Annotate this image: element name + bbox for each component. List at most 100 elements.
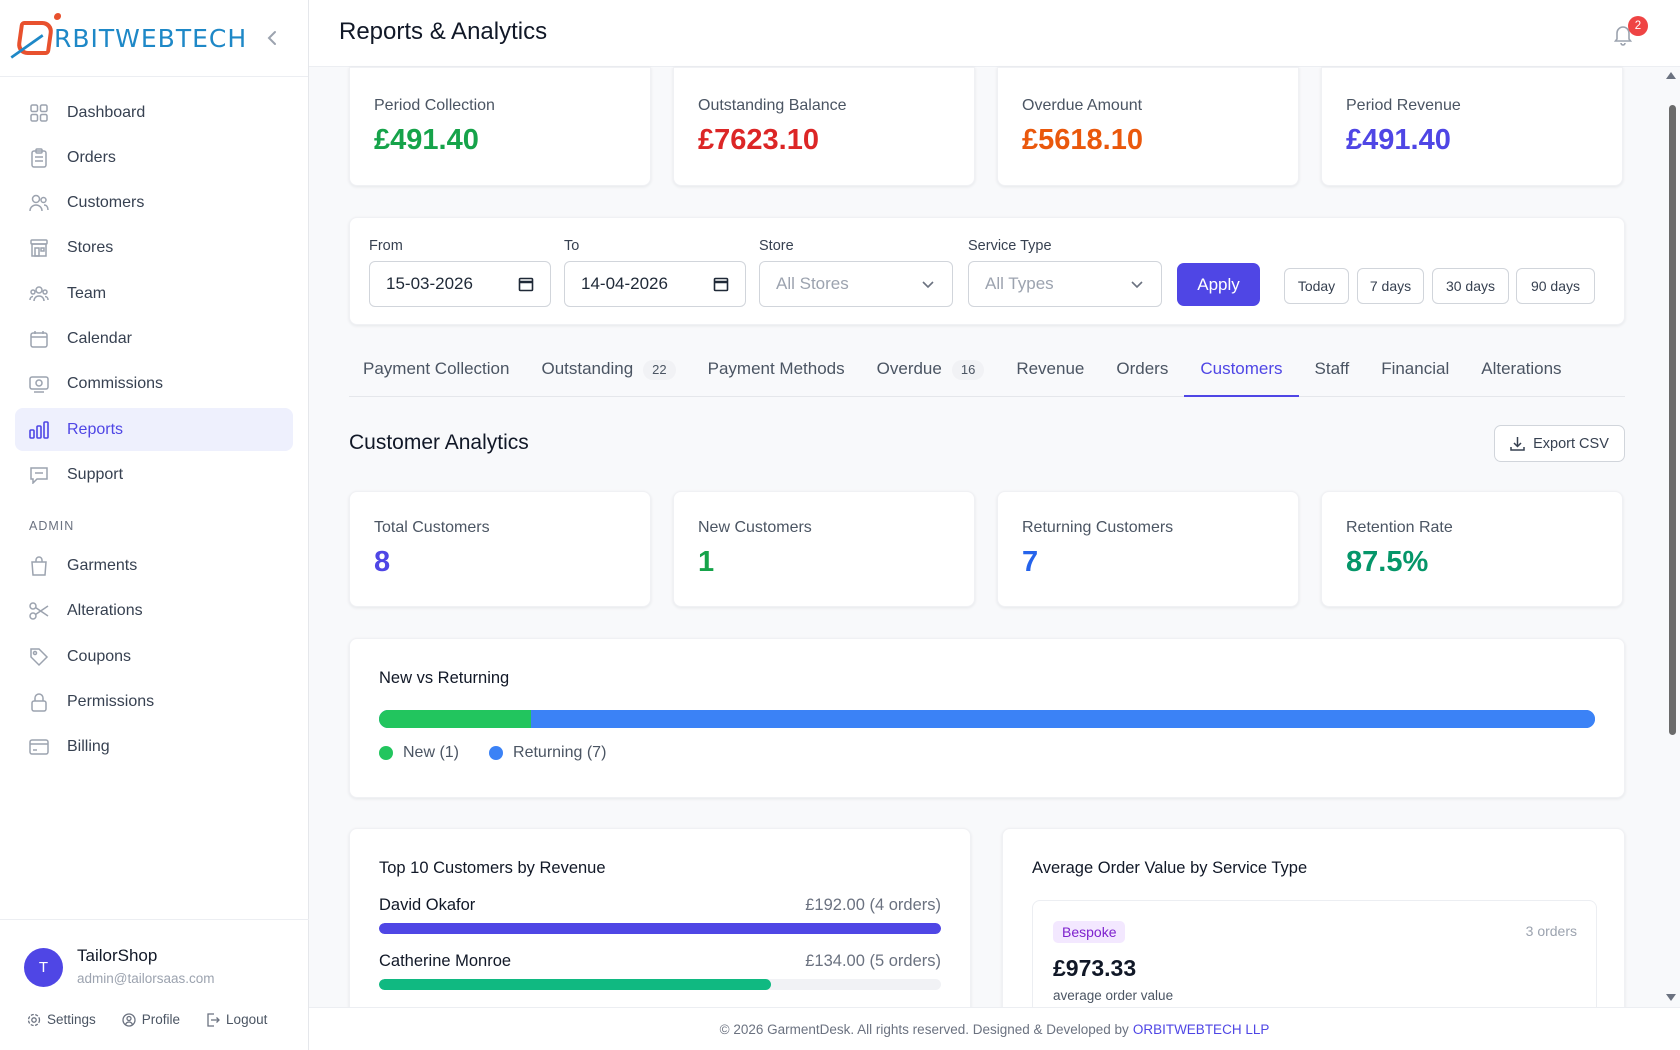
from-date-input[interactable]: 15-03-2026 (369, 261, 551, 307)
avatar[interactable]: T (24, 948, 63, 987)
sidebar-item-support[interactable]: Support (15, 453, 293, 496)
sidebar-item-label: Support (67, 465, 124, 483)
notifications-button[interactable] (1611, 22, 1635, 46)
sidebar-item-coupons[interactable]: Coupons (15, 635, 293, 678)
store-select[interactable]: All Stores (759, 261, 953, 307)
tab-label: Orders (1116, 359, 1169, 378)
sidebar-item-commissions[interactable]: Commissions (15, 363, 293, 406)
stat-label: Overdue Amount (1022, 97, 1143, 114)
tag-icon (29, 647, 49, 667)
sidebar-item-label: Customers (67, 194, 145, 212)
legend: New (1) Returning (7) (379, 744, 1595, 762)
user-email: admin@tailorsaas.com (77, 971, 215, 986)
card-title: Top 10 Customers by Revenue (379, 859, 606, 877)
sidebar-item-alterations[interactable]: Alterations (15, 590, 293, 633)
export-csv-button[interactable]: Export CSV (1494, 425, 1625, 462)
footer-text: © 2026 GarmentDesk. All rights reserved.… (719, 1021, 1129, 1037)
bag-icon (29, 556, 49, 576)
aov-value: £973.33 (1053, 955, 1137, 981)
scrollbar-thumb[interactable] (1669, 105, 1676, 735)
brand-logo[interactable]: RBITWEBTECH (15, 21, 247, 55)
calendar-icon (518, 277, 534, 292)
section-title: Customer Analytics (349, 431, 529, 454)
scroll-down-arrow-icon[interactable] (1666, 994, 1676, 1001)
sidebar-item-permissions[interactable]: Permissions (15, 681, 293, 724)
stat-value: £491.40 (374, 124, 479, 156)
tab-revenue[interactable]: Revenue (1000, 359, 1100, 397)
sidebar-item-calendar[interactable]: Calendar (15, 317, 293, 360)
calendar-icon (713, 277, 729, 292)
tab-payment-methods[interactable]: Payment Methods (692, 359, 861, 397)
sidebar-item-team[interactable]: Team (15, 272, 293, 315)
logout-icon (207, 1012, 220, 1027)
page-footer: © 2026 GarmentDesk. All rights reserved.… (309, 1007, 1680, 1050)
customer-amount: £192.00 (4 orders) (805, 896, 941, 914)
store-select-value: All Stores (776, 274, 849, 293)
sidebar-item-stores[interactable]: Stores (15, 227, 293, 270)
stat-period-revenue: Period Revenue £491.40 (1321, 67, 1623, 186)
profile-label: Profile (141, 1012, 181, 1027)
tab-overdue[interactable]: Overdue 16 (861, 359, 1001, 397)
sidebar-item-label: Garments (67, 557, 138, 575)
tab-label: Overdue (876, 359, 942, 378)
profile-link[interactable]: Profile (122, 1012, 180, 1027)
new-customers-segment (379, 710, 531, 728)
new-vs-returning-bar (379, 710, 1595, 728)
stat-new-customers: New Customers 1 (673, 491, 975, 607)
sidebar-item-label: Commissions (67, 375, 164, 393)
calendar-icon (29, 329, 49, 349)
from-date-group: From 15-03-2026 (369, 238, 551, 307)
chevron-down-icon (1131, 281, 1143, 289)
stat-period-collection: Period Collection £491.40 (349, 67, 651, 186)
tab-staff[interactable]: Staff (1299, 359, 1366, 397)
to-date-input[interactable]: 14-04-2026 (564, 261, 746, 307)
service-type-select[interactable]: All Types (968, 261, 1162, 307)
card-title: New vs Returning (379, 669, 510, 687)
stat-label: Returning Customers (1022, 519, 1174, 536)
quick-range-today[interactable]: Today (1284, 268, 1349, 304)
page-title: Reports & Analytics (339, 18, 548, 45)
user-circle-icon (122, 1012, 136, 1027)
service-type-badge: Bespoke (1053, 921, 1126, 943)
collapse-sidebar-button[interactable] (262, 26, 282, 50)
tab-financial[interactable]: Financial (1365, 359, 1465, 397)
chat-icon (29, 465, 49, 485)
clipboard-icon (29, 148, 49, 168)
stat-value: £5618.10 (1022, 124, 1143, 156)
tab-outstanding[interactable]: Outstanding 22 (525, 359, 691, 397)
tab-orders[interactable]: Orders (1100, 359, 1184, 397)
tab-count-badge: 16 (951, 360, 985, 380)
tab-payment-collection[interactable]: Payment Collection (349, 359, 525, 397)
settings-label: Settings (47, 1012, 96, 1027)
apply-button[interactable]: Apply (1177, 263, 1260, 306)
logout-link[interactable]: Logout (206, 1012, 267, 1027)
tab-label: Staff (1314, 359, 1350, 378)
sidebar-item-billing[interactable]: Billing (15, 726, 293, 769)
sidebar-item-label: Reports (67, 420, 124, 438)
team-icon (29, 284, 49, 304)
from-date-value: 15-03-2026 (386, 274, 473, 293)
notification-count-badge: 2 (1628, 16, 1648, 36)
sidebar-item-reports[interactable]: Reports (15, 408, 293, 452)
sidebar-item-garments[interactable]: Garments (15, 545, 293, 588)
sidebar-item-dashboard[interactable]: Dashboard (15, 91, 293, 134)
scroll-up-arrow-icon[interactable] (1666, 72, 1676, 79)
tab-customers[interactable]: Customers (1184, 359, 1299, 397)
commission-icon (29, 374, 49, 394)
footer-link[interactable]: ORBITWEBTECH LLP (1132, 1021, 1270, 1037)
list-item: Catherine Monroe £134.00 (5 orders) (379, 952, 941, 990)
export-csv-label: Export CSV (1533, 435, 1609, 452)
customer-stats: Total Customers 8 New Customers 1 Return… (349, 491, 1625, 607)
tab-alterations[interactable]: Alterations (1465, 359, 1577, 397)
settings-link[interactable]: Settings (27, 1012, 96, 1027)
service-type-label: Service Type (968, 238, 1052, 254)
stat-label: New Customers (698, 519, 812, 536)
sidebar-item-label: Dashboard (67, 103, 146, 121)
quick-range-7-days[interactable]: 7 days (1357, 268, 1424, 304)
service-type-group: Service Type All Types (968, 238, 1162, 307)
sidebar-item-customers[interactable]: Customers (15, 182, 293, 225)
quick-range-90-days[interactable]: 90 days (1516, 268, 1595, 304)
quick-range-30-days[interactable]: 30 days (1432, 268, 1509, 304)
sidebar-item-orders[interactable]: Orders (15, 136, 293, 179)
top-header: Reports & Analytics 2 (309, 0, 1680, 67)
